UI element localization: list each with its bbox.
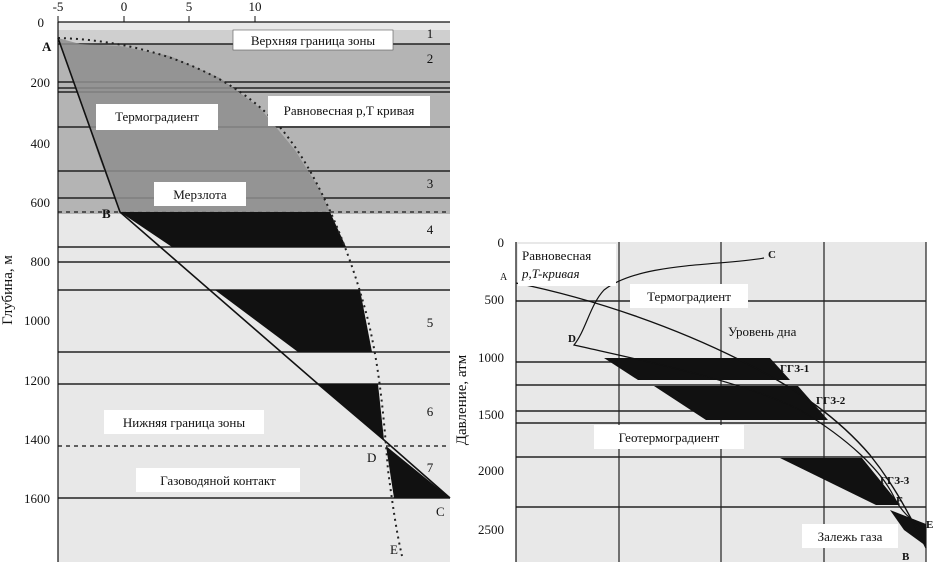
equilibrium-curve-label-line2: p,T-кривая [521,266,580,281]
right-y-ticks: 0 500 1000 1500 2000 2500 [478,235,504,537]
label-box [594,425,744,449]
zone-number: 7 [427,460,434,475]
left-x-tick-label: 0 [121,0,128,14]
label-box [802,524,898,548]
left-y-tick-label: 800 [31,254,51,269]
zone-label-ggz3: ГГЗ-3 [880,475,910,487]
right-hydrate-band [890,510,926,546]
left-y-tick-label: 400 [31,136,51,151]
zone-number: 4 [427,222,434,237]
zone-label-ggz1: ГГЗ-1 [780,363,809,375]
seabed-level-label: Уровень дна [728,324,797,339]
left-hydrate-band [120,212,346,247]
left-y-tick-label: 1400 [24,432,50,447]
zone-number: 2 [427,51,434,66]
upper-boundary-label: Верхняя граница зоны [251,33,376,48]
right-thermogradient-label: Термоградиент [647,289,731,304]
left-point-labels: A B C D E [42,39,445,557]
gas-deposit-label: Залежь газа [818,529,883,544]
right-hydrate-band [654,386,828,420]
point-label: C [768,249,776,261]
label-box [268,96,430,126]
left-equilibrium-curve [57,37,403,557]
label-box [630,284,748,308]
left-y-tick-label: 1600 [24,491,50,506]
zone-number: 3 [427,176,434,191]
zone-label-ggz2: ГГЗ-2 [816,395,846,407]
left-y-axis-title: Глубина, м [0,255,16,325]
right-y-tick-label: 2500 [478,522,504,537]
left-x-tick-label: -5 [53,0,64,14]
point-label: D [568,333,576,345]
left-y-tick-label: 1200 [24,373,50,388]
right-hydrate-band [604,358,790,380]
zone-numbers: 1 2 3 4 5 6 7 [427,26,434,475]
label-box [518,244,616,286]
zone-number: 6 [427,404,434,419]
point-label: B [102,206,111,221]
point-label: B [902,551,910,562]
label-box [136,468,300,492]
permafrost-label: Мерзлота [173,187,227,202]
left-x-ticks: -5 0 5 10 [53,0,262,22]
geothermogradient-label: Геотермоградиент [619,430,720,445]
left-hydrate-band [215,290,372,352]
right-y-tick-label: 500 [485,292,505,307]
left-chart: -5 0 5 10 0 200 400 600 800 1000 1200 14… [0,0,451,562]
point-label: E [390,542,398,557]
label-box [104,410,264,434]
left-y-tick-label: 200 [31,75,51,90]
left-y-tick-label: 0 [38,15,45,30]
label-box [154,182,246,206]
right-y-tick-label: 1500 [478,407,504,422]
point-label: C [436,504,445,519]
gas-water-contact-label: Газоводяной контакт [160,473,276,488]
right-y-tick-label: 0 [498,235,505,250]
left-y-ticks: 0 200 400 600 800 1000 1200 1400 1600 [24,15,50,506]
point-label: F [896,495,903,507]
zone-number: 5 [427,315,434,330]
left-thermogradient-line [57,37,451,499]
point-label: A [42,39,52,54]
right-hydrate-band [780,458,900,505]
right-chart: 0 500 1000 1500 2000 2500 Давление, атм … [454,235,933,562]
right-thermogradient-line [515,282,927,549]
right-y-axis-title: Давление, атм [454,354,470,445]
left-x-tick-label: 5 [186,0,193,14]
equilibrium-curve-label-line1: Равновесная [522,248,591,263]
point-label: A [500,272,508,283]
label-box [232,29,394,51]
left-y-tick-label: 600 [31,195,51,210]
lower-boundary-label: Нижняя граница зоны [123,415,246,430]
left-y-tick-label: 1000 [24,313,50,328]
right-y-tick-label: 1000 [478,350,504,365]
label-box [96,104,218,130]
right-hydrate-bands [604,358,926,546]
equilibrium-curve-label: Равновесная p,T кривая [284,103,415,118]
right-point-labels: A C D F B E [500,249,933,562]
point-label: E [926,519,933,531]
right-y-tick-label: 2000 [478,463,504,478]
zone-number: 1 [427,26,434,41]
thermogradient-label: Термоградиент [115,109,199,124]
point-label: D [367,450,376,465]
right-equilibrium-curve [572,257,927,531]
left-x-tick-label: 10 [249,0,262,14]
